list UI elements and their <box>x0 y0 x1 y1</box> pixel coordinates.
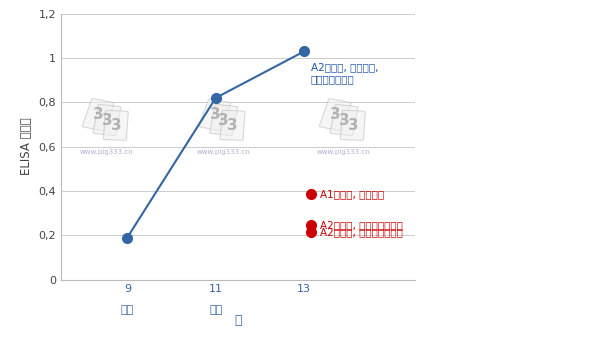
Text: 3: 3 <box>93 107 104 122</box>
Text: 3: 3 <box>110 118 121 133</box>
Text: A2育肥舍, 健康动物,
兽医监督下免疫: A2育肥舍, 健康动物, 兽医监督下免疫 <box>311 62 378 84</box>
Text: 3: 3 <box>218 113 229 128</box>
FancyBboxPatch shape <box>104 110 128 140</box>
Text: www.pig333.cn: www.pig333.cn <box>317 149 371 155</box>
X-axis label: 周: 周 <box>234 314 242 327</box>
Text: www.pig333.cn: www.pig333.cn <box>197 149 251 155</box>
Text: 3: 3 <box>330 107 340 122</box>
Text: A2育肥舍, 第一组发病动物: A2育肥舍, 第一组发病动物 <box>320 220 403 230</box>
Text: 3: 3 <box>210 107 220 122</box>
FancyBboxPatch shape <box>210 104 238 136</box>
Text: 3: 3 <box>339 113 350 128</box>
Text: A2育肥舍, 第二组发病动物: A2育肥舍, 第二组发病动物 <box>320 227 403 237</box>
Text: 二免: 二免 <box>209 305 223 315</box>
Text: 3: 3 <box>102 113 112 128</box>
FancyBboxPatch shape <box>199 99 231 131</box>
Text: A1育肥舍, 健康动物: A1育肥舍, 健康动物 <box>320 189 384 199</box>
FancyBboxPatch shape <box>220 110 245 140</box>
FancyBboxPatch shape <box>82 99 114 131</box>
FancyBboxPatch shape <box>93 104 121 136</box>
Text: www.pig333.cn: www.pig333.cn <box>80 149 134 155</box>
Text: 3: 3 <box>348 118 358 133</box>
Y-axis label: ELISA 抗体值: ELISA 抗体值 <box>20 118 33 175</box>
FancyBboxPatch shape <box>320 99 351 131</box>
Text: 一免: 一免 <box>121 305 134 315</box>
FancyBboxPatch shape <box>340 110 365 140</box>
FancyBboxPatch shape <box>330 104 358 136</box>
Text: 3: 3 <box>228 118 238 133</box>
